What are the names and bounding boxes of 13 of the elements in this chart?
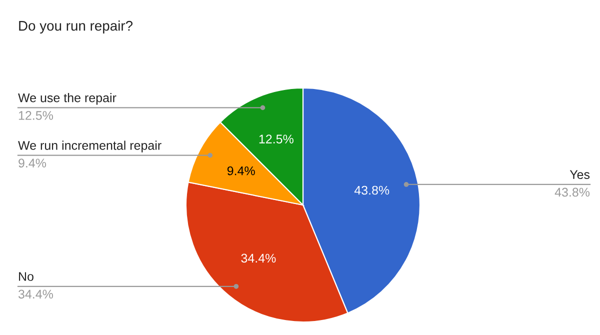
slice-label: We run incremental repair xyxy=(18,140,162,152)
data-label: 34.4% xyxy=(241,254,276,263)
slice-label: We use the repair xyxy=(18,93,116,105)
data-label: 12.5% xyxy=(259,134,294,144)
data-label: 9.4% xyxy=(227,166,255,176)
text: 34.4% xyxy=(18,290,53,299)
data-label: 43.8% xyxy=(354,186,390,195)
chart-title: Do you run repair? xyxy=(19,20,133,34)
slice-label: Yes xyxy=(570,170,590,180)
slice-label: No xyxy=(19,272,34,281)
text: 43.8% xyxy=(554,188,590,197)
text: 9.4% xyxy=(18,158,46,168)
text: 12.5% xyxy=(18,111,53,120)
